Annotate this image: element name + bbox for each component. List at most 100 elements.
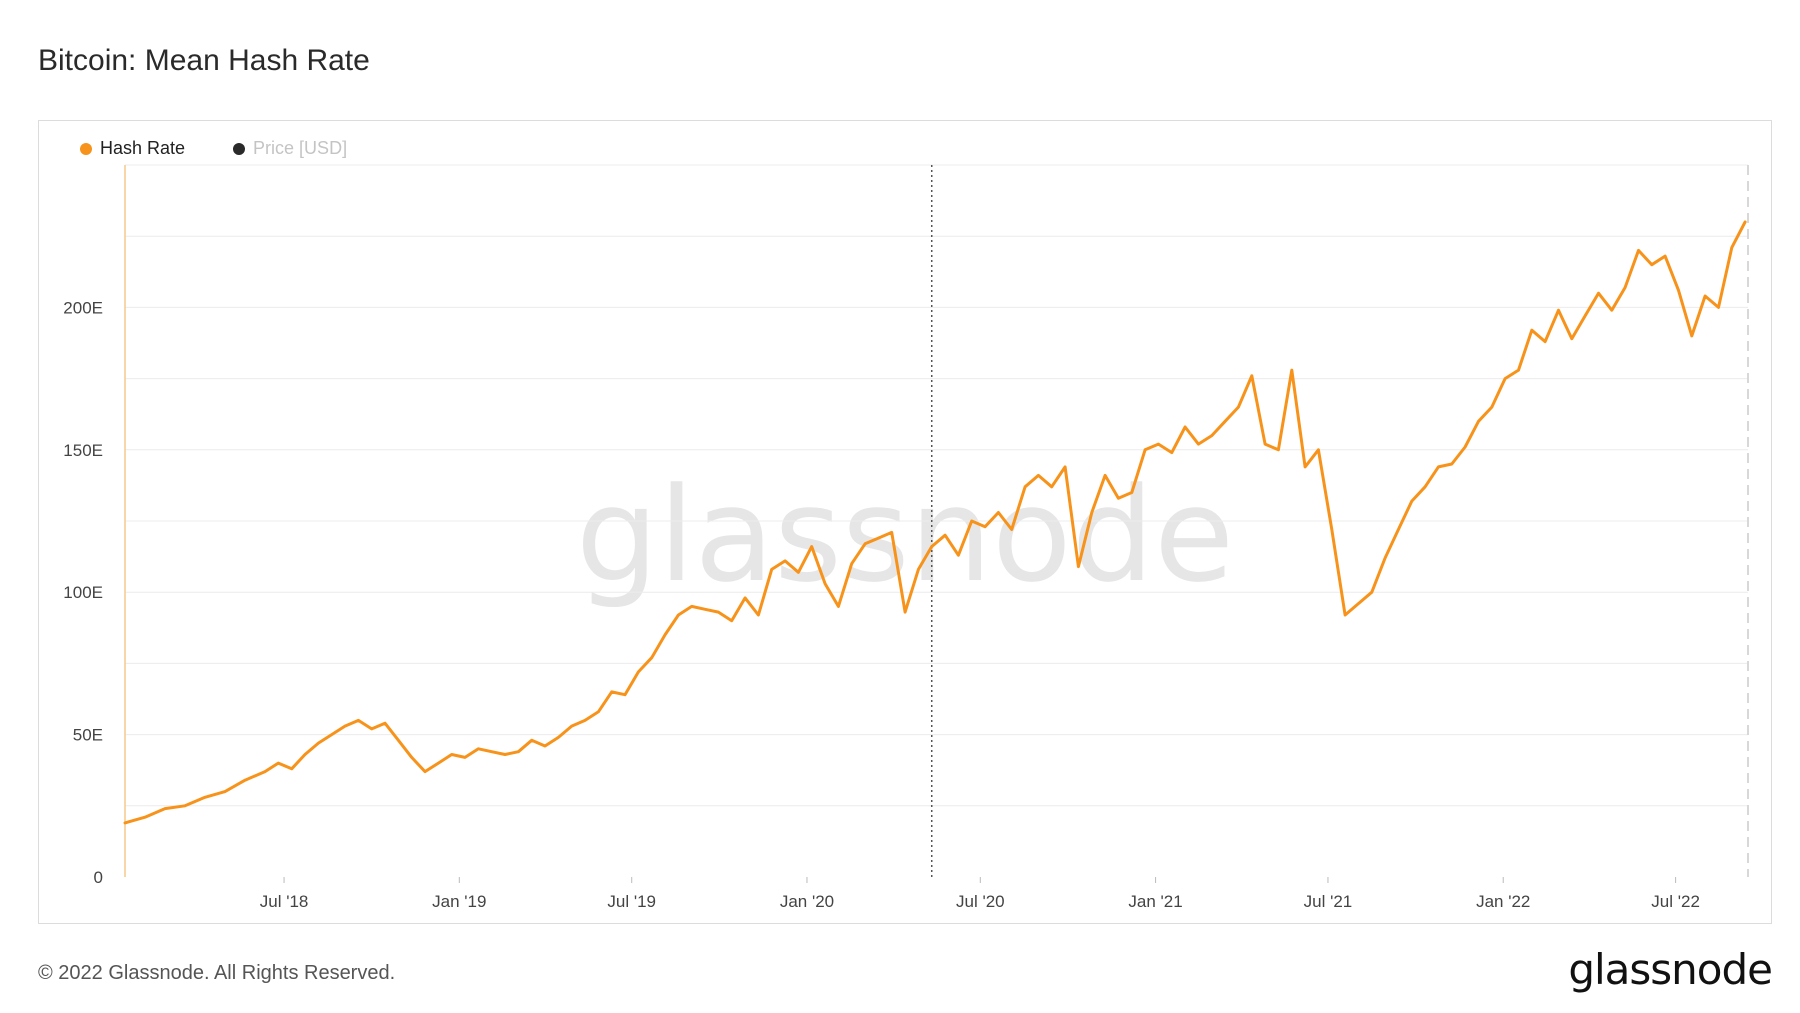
x-tick-label: Jul '21 <box>1304 892 1353 911</box>
data-point <box>1023 485 1027 489</box>
legend-item-price[interactable]: Price [USD] <box>233 138 347 159</box>
data-point <box>490 750 493 753</box>
data-point <box>1210 434 1213 437</box>
data-point <box>1077 565 1080 568</box>
data-point <box>223 790 227 793</box>
data-point <box>1117 497 1120 500</box>
data-point <box>717 610 720 614</box>
data-point <box>917 568 920 571</box>
data-point <box>930 545 933 548</box>
data-point <box>1703 294 1707 298</box>
data-point <box>1037 474 1040 477</box>
data-point <box>877 536 880 540</box>
data-point <box>1663 254 1667 258</box>
data-point <box>597 710 600 714</box>
data-point <box>730 619 733 622</box>
data-point <box>503 753 507 756</box>
data-point <box>290 767 293 770</box>
x-tick-label: Jul '18 <box>260 892 309 911</box>
data-point <box>1583 314 1587 318</box>
data-point <box>1557 309 1560 312</box>
data-point <box>583 719 587 722</box>
data-point <box>1650 263 1654 266</box>
data-point <box>1290 368 1293 372</box>
data-point <box>1103 474 1107 477</box>
data-point <box>797 571 800 574</box>
data-point <box>1143 448 1147 451</box>
data-point <box>970 519 973 523</box>
data-point <box>1050 485 1053 489</box>
data-point <box>1343 613 1347 617</box>
data-point <box>943 534 947 537</box>
x-tick-label: Jul '19 <box>607 892 656 911</box>
data-point <box>570 724 573 728</box>
data-point <box>1237 405 1240 409</box>
data-point <box>330 733 333 736</box>
legend-dot-hash-rate <box>80 142 92 155</box>
data-point <box>303 753 307 756</box>
data-point <box>1010 528 1013 531</box>
data-point <box>637 670 640 674</box>
data-point <box>757 613 760 617</box>
data-point <box>517 750 520 753</box>
legend: Hash Rate Price [USD] <box>80 138 347 159</box>
data-point <box>610 690 613 694</box>
data-point <box>957 553 960 557</box>
data-point <box>1450 462 1453 466</box>
data-point <box>1743 220 1747 224</box>
copyright-text: © 2022 Glassnode. All Rights Reserved. <box>38 962 396 984</box>
data-point <box>1303 465 1307 469</box>
data-point <box>1317 448 1320 451</box>
data-point <box>317 741 320 745</box>
data-point <box>463 756 467 759</box>
brand-logo[interactable]: glassnode <box>1568 945 1773 994</box>
data-point <box>837 605 840 608</box>
data-point <box>1410 499 1413 503</box>
data-point <box>863 542 867 545</box>
data-point <box>1730 246 1734 249</box>
data-point <box>397 739 400 742</box>
data-point <box>543 744 547 748</box>
y-tick-label: 0 <box>94 868 103 887</box>
data-point <box>1717 306 1720 309</box>
chart-title: Bitcoin: Mean Hash Rate <box>38 44 370 77</box>
data-point <box>1463 445 1467 449</box>
data-point <box>123 821 127 825</box>
data-point <box>903 610 907 614</box>
data-point <box>623 693 627 696</box>
data-point <box>1530 328 1533 332</box>
data-point <box>183 804 187 807</box>
x-tick-label: Jan '22 <box>1476 892 1530 911</box>
data-point <box>477 747 480 751</box>
data-point <box>1477 420 1480 423</box>
data-point <box>450 753 453 756</box>
watermark: glassnode <box>576 459 1234 611</box>
data-point <box>423 770 427 773</box>
data-point <box>1330 528 1333 531</box>
data-point <box>1357 602 1360 605</box>
data-point <box>1637 249 1640 252</box>
data-point <box>1677 289 1680 292</box>
data-point <box>1437 465 1440 469</box>
legend-item-hash-rate[interactable]: Hash Rate <box>80 138 185 159</box>
data-point <box>357 719 360 722</box>
legend-label-hash-rate: Hash Rate <box>100 138 186 158</box>
data-point <box>343 724 347 728</box>
data-point <box>1597 291 1600 295</box>
data-point <box>1197 442 1200 446</box>
data-point <box>383 722 387 725</box>
data-point <box>1130 491 1133 494</box>
data-point <box>783 559 787 563</box>
data-point <box>1570 337 1573 340</box>
data-point <box>743 596 747 600</box>
x-tick-label: Jul '20 <box>956 892 1005 911</box>
x-tick-label: Jan '21 <box>1128 892 1182 911</box>
data-point <box>1517 368 1520 372</box>
data-point <box>557 736 560 739</box>
data-point <box>1170 451 1173 454</box>
data-point <box>1623 286 1627 289</box>
data-point <box>650 656 653 659</box>
data-point <box>1157 442 1160 446</box>
data-point <box>1090 511 1093 514</box>
